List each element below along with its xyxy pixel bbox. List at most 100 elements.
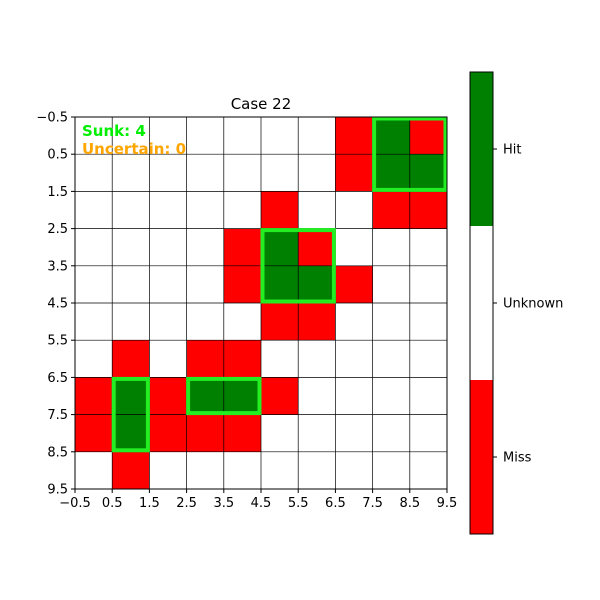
board-cell bbox=[409, 377, 447, 415]
board-cell bbox=[186, 154, 224, 192]
board-cell bbox=[335, 228, 373, 266]
board-cell bbox=[186, 340, 224, 378]
board-cell bbox=[112, 451, 150, 489]
board-cell bbox=[186, 191, 224, 229]
board-cell bbox=[261, 377, 299, 415]
board-cell bbox=[372, 414, 410, 452]
chart-title: Case 22 bbox=[231, 95, 292, 113]
y-tick-label: 5.5 bbox=[47, 334, 68, 349]
board-cell bbox=[149, 340, 187, 378]
board-cell bbox=[261, 228, 299, 266]
board-cell bbox=[186, 228, 224, 266]
board-cell bbox=[409, 265, 447, 303]
x-tick-label: 0.5 bbox=[102, 496, 123, 511]
colorbar-miss-segment bbox=[470, 380, 493, 534]
board-cell bbox=[335, 451, 373, 489]
board-cell bbox=[112, 117, 150, 155]
sunk-ship-outline bbox=[186, 376, 262, 416]
board-cell bbox=[149, 117, 187, 155]
board-cell bbox=[261, 414, 299, 452]
board-cell bbox=[372, 117, 410, 155]
sunk-count-label: Sunk: 4 bbox=[82, 122, 146, 140]
y-tick-label: 7.5 bbox=[47, 408, 68, 423]
board-cell bbox=[372, 228, 410, 266]
board-cell bbox=[409, 154, 447, 192]
board-cell bbox=[75, 265, 113, 303]
sunk-ship-outline bbox=[260, 228, 336, 304]
board-cell bbox=[409, 340, 447, 378]
board-cell bbox=[261, 117, 299, 155]
board-cell bbox=[149, 303, 187, 341]
board-cell bbox=[112, 154, 150, 192]
board-cell bbox=[112, 414, 150, 452]
x-tick-label: 3.5 bbox=[213, 496, 234, 511]
board-cell bbox=[186, 377, 224, 415]
board-cell bbox=[223, 303, 261, 341]
colorbar-label-miss: Miss bbox=[503, 451, 532, 466]
colorbar-label-hit: Hit bbox=[503, 143, 521, 158]
board-cell bbox=[149, 377, 187, 415]
board-cell bbox=[186, 414, 224, 452]
board-cell bbox=[112, 340, 150, 378]
board-cell bbox=[186, 265, 224, 303]
board-cell bbox=[298, 228, 336, 266]
board-cell bbox=[149, 414, 187, 452]
board-cell bbox=[149, 191, 187, 229]
board-cell bbox=[372, 340, 410, 378]
board-cell bbox=[372, 303, 410, 341]
board-cell bbox=[261, 154, 299, 192]
y-tick-label: 3.5 bbox=[47, 259, 68, 274]
y-tick-label: 6.5 bbox=[47, 371, 68, 386]
sunk-ship-outlines bbox=[111, 116, 448, 453]
x-tick-label: 2.5 bbox=[176, 496, 197, 511]
board-cell bbox=[75, 191, 113, 229]
board-cell bbox=[75, 228, 113, 266]
board-cell bbox=[409, 414, 447, 452]
board-cell bbox=[149, 154, 187, 192]
board-cell bbox=[75, 377, 113, 415]
board-cell bbox=[409, 191, 447, 229]
board-cell bbox=[75, 340, 113, 378]
board-cell bbox=[298, 451, 336, 489]
board-cell bbox=[409, 303, 447, 341]
y-tick-label: 2.5 bbox=[47, 222, 68, 237]
colorbar: Miss Unknown Hit bbox=[469, 71, 563, 535]
board-cell bbox=[112, 377, 150, 415]
board-cell bbox=[223, 451, 261, 489]
board-cell bbox=[75, 303, 113, 341]
y-tick-label: 9.5 bbox=[47, 483, 68, 498]
board-cell bbox=[298, 191, 336, 229]
board-cell bbox=[112, 228, 150, 266]
board-cell bbox=[335, 265, 373, 303]
board-cell bbox=[112, 191, 150, 229]
board-cell bbox=[223, 191, 261, 229]
y-tick-label: 4.5 bbox=[47, 297, 68, 312]
y-tick-label: 8.5 bbox=[47, 445, 68, 460]
board-cell bbox=[223, 228, 261, 266]
board-cell bbox=[372, 154, 410, 192]
board-cell bbox=[223, 377, 261, 415]
board-cell bbox=[298, 303, 336, 341]
board-cell bbox=[75, 117, 113, 155]
sunk-ship-outline bbox=[111, 376, 150, 453]
board-cell bbox=[335, 377, 373, 415]
board-cell bbox=[261, 340, 299, 378]
y-axis-ticks: −0.5 0.5 1.5 2.5 3.5 4.5 5.5 6.5 7.5 8.5 9.5 bbox=[36, 111, 75, 498]
board-cell bbox=[335, 191, 373, 229]
board-cells bbox=[75, 117, 447, 489]
board-cell bbox=[335, 340, 373, 378]
board-cell bbox=[112, 303, 150, 341]
board-cell bbox=[372, 377, 410, 415]
board-cell bbox=[261, 303, 299, 341]
board-cell bbox=[112, 265, 150, 303]
board-cell bbox=[298, 340, 336, 378]
board-cell bbox=[409, 228, 447, 266]
x-tick-label: 5.5 bbox=[288, 496, 309, 511]
x-tick-label: 7.5 bbox=[362, 496, 383, 511]
board-cell bbox=[149, 228, 187, 266]
board-cell bbox=[149, 265, 187, 303]
x-tick-label: 1.5 bbox=[139, 496, 160, 511]
board-cell bbox=[261, 265, 299, 303]
board-cell bbox=[261, 191, 299, 229]
